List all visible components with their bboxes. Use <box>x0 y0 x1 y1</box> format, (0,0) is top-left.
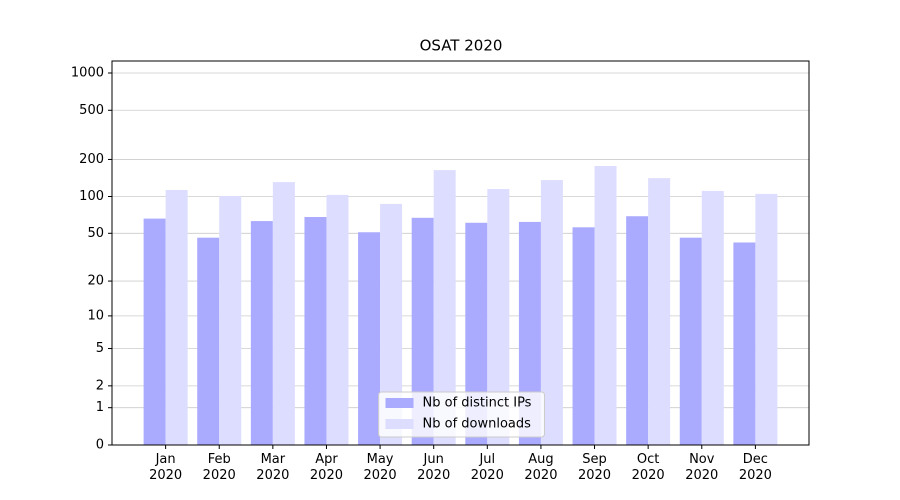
y-tick-label: 10 <box>87 308 104 323</box>
bar <box>358 232 381 445</box>
y-tick-label: 500 <box>79 103 104 118</box>
bar <box>755 193 778 445</box>
bar <box>304 217 327 445</box>
bar <box>143 218 166 445</box>
bar <box>487 189 510 445</box>
bar <box>197 237 220 445</box>
bar <box>701 190 724 445</box>
bar <box>165 189 188 445</box>
x-tick-label: Oct 2020 <box>631 452 665 483</box>
bar <box>648 178 671 445</box>
bar <box>250 221 273 445</box>
y-tick-label: 1000 <box>71 66 104 81</box>
legend-label: Nb of downloads <box>423 417 532 432</box>
bar <box>272 182 295 445</box>
y-tick-label: 100 <box>79 189 104 204</box>
y-tick-label: 5 <box>96 341 104 356</box>
x-tick-label: Apr 2020 <box>309 452 343 483</box>
y-tick-label: 200 <box>79 152 104 167</box>
x-tick-label: Jul 2020 <box>470 452 504 483</box>
legend-box <box>378 391 545 438</box>
bar <box>540 180 563 445</box>
bar <box>626 216 649 445</box>
x-tick-label: Feb 2020 <box>202 452 236 483</box>
y-tick-label: 0 <box>96 438 104 453</box>
legend-swatch <box>385 398 414 408</box>
bar <box>326 194 349 445</box>
bar <box>518 221 541 445</box>
x-tick-label: Nov 2020 <box>685 452 719 483</box>
y-tick-label: 2 <box>96 378 104 393</box>
y-tick-label: 50 <box>87 226 104 241</box>
bar <box>219 195 242 445</box>
bar <box>465 222 488 445</box>
bar <box>679 237 702 445</box>
legend-label: Nb of distinct IPs <box>423 396 532 411</box>
chart-title: OSAT 2020 <box>420 37 503 55</box>
bar <box>733 242 756 445</box>
x-tick-label: Aug 2020 <box>524 452 558 483</box>
x-tick-label: Jun 2020 <box>417 452 451 483</box>
bar <box>594 165 617 445</box>
bar <box>433 170 456 445</box>
legend: Nb of distinct IPs Nb of downloads <box>378 391 545 438</box>
x-tick-label: Jan 2020 <box>149 452 183 483</box>
x-tick-label: Sep 2020 <box>577 452 612 483</box>
bar <box>380 203 403 445</box>
x-tick-label: Dec 2020 <box>738 452 772 483</box>
plot-frame <box>111 60 810 446</box>
y-tick-label: 20 <box>87 274 104 289</box>
legend-swatch <box>385 419 414 429</box>
bar <box>572 227 595 445</box>
y-tick-label: 1 <box>96 400 104 415</box>
x-tick-label: May 2020 <box>363 452 397 483</box>
x-tick-label: Mar 2020 <box>256 452 290 483</box>
bar <box>411 217 434 445</box>
